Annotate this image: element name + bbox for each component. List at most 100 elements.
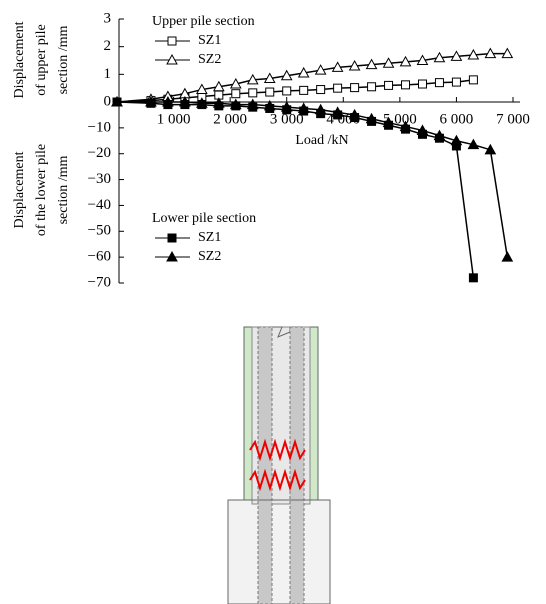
marker [331,61,344,72]
marker [365,58,378,70]
marker [450,50,463,61]
rebar [289,326,305,604]
y-tick-label: −20 [88,145,111,161]
marker [433,129,446,141]
y-tick-label: −50 [88,223,111,239]
marker [229,77,242,89]
x-tick-label: 2 000 [213,111,247,127]
marker [179,95,191,107]
marker [231,89,241,99]
marker [299,85,309,95]
marker [484,143,497,155]
y-tick-label: −30 [88,171,111,187]
marker [501,251,514,262]
marker [401,80,411,90]
spring [249,438,306,462]
legend-label: SZ1 [198,33,221,48]
marker [451,77,461,87]
y-tick-label: −60 [88,249,111,265]
y-axis-label: section /mm [56,25,71,94]
x-tick-label: 7 000 [496,111,530,127]
marker [384,80,394,90]
marker [263,72,276,83]
marker [417,79,427,89]
marker [416,54,429,65]
marker [399,55,412,67]
x-tick-label: 1 000 [157,111,191,127]
marker [468,273,478,283]
y-axis-label: Displacement [12,21,27,98]
marker [416,124,429,135]
marker [365,112,378,124]
marker [314,64,327,75]
marker [450,134,463,146]
legend-title: Lower pile section [152,211,256,226]
marker [297,66,310,78]
x-axis-label: Load /kN [295,133,348,148]
marker [467,138,480,150]
marker [331,106,344,117]
marker [246,98,259,110]
marker [246,73,259,85]
marker [280,101,293,112]
marker [212,80,225,92]
y-tick-label: 2 [104,38,112,54]
marker [467,48,480,60]
marker [484,47,497,59]
y-axis-label: Displacement [12,151,27,228]
rebar [257,326,273,604]
legend-marker [166,250,178,262]
legend-marker [167,36,177,46]
marker [501,47,514,59]
y-axis-label: section /mm [56,155,71,224]
marker [333,83,343,93]
marker [280,69,293,81]
y-tick-label: −70 [88,274,111,290]
marker [248,88,258,98]
marker [196,97,208,108]
y-tick-label: −10 [88,119,111,135]
series-line [116,101,475,278]
y-tick-label: 3 [104,10,112,26]
spring [249,468,306,492]
marker [434,78,444,88]
marker [111,95,123,107]
legend-title: Upper pile section [152,14,255,29]
marker [314,103,327,115]
marker [399,120,412,132]
y-axis-label: of the lower pile [34,144,49,236]
pile-diagram [227,326,331,604]
y-axis-label: of upper pile [34,24,49,96]
legend-marker [167,233,177,243]
y-tick-label: −40 [88,197,111,213]
x-tick-label: 6 000 [440,111,474,127]
marker [348,108,361,120]
marker [350,83,360,93]
marker [316,85,326,95]
x-tick-label: 3 000 [270,111,304,127]
marker [212,97,225,108]
marker [265,87,275,97]
legend-label: SZ1 [198,230,221,245]
marker [468,75,478,85]
legend-label: SZ2 [198,249,221,264]
marker [196,83,208,95]
marker [382,116,395,128]
marker [382,57,395,68]
legend-marker [166,53,178,65]
marker [145,95,157,107]
marker [348,60,361,71]
marker [367,82,377,92]
y-tick-label: 0 [104,93,112,109]
y-tick-label: 1 [104,66,112,82]
marker [297,102,310,113]
marker [162,95,174,107]
marker [433,51,446,63]
marker [282,86,292,96]
pile-base [227,499,331,604]
marker [229,98,242,110]
legend-label: SZ2 [198,52,221,67]
marker [263,99,276,111]
